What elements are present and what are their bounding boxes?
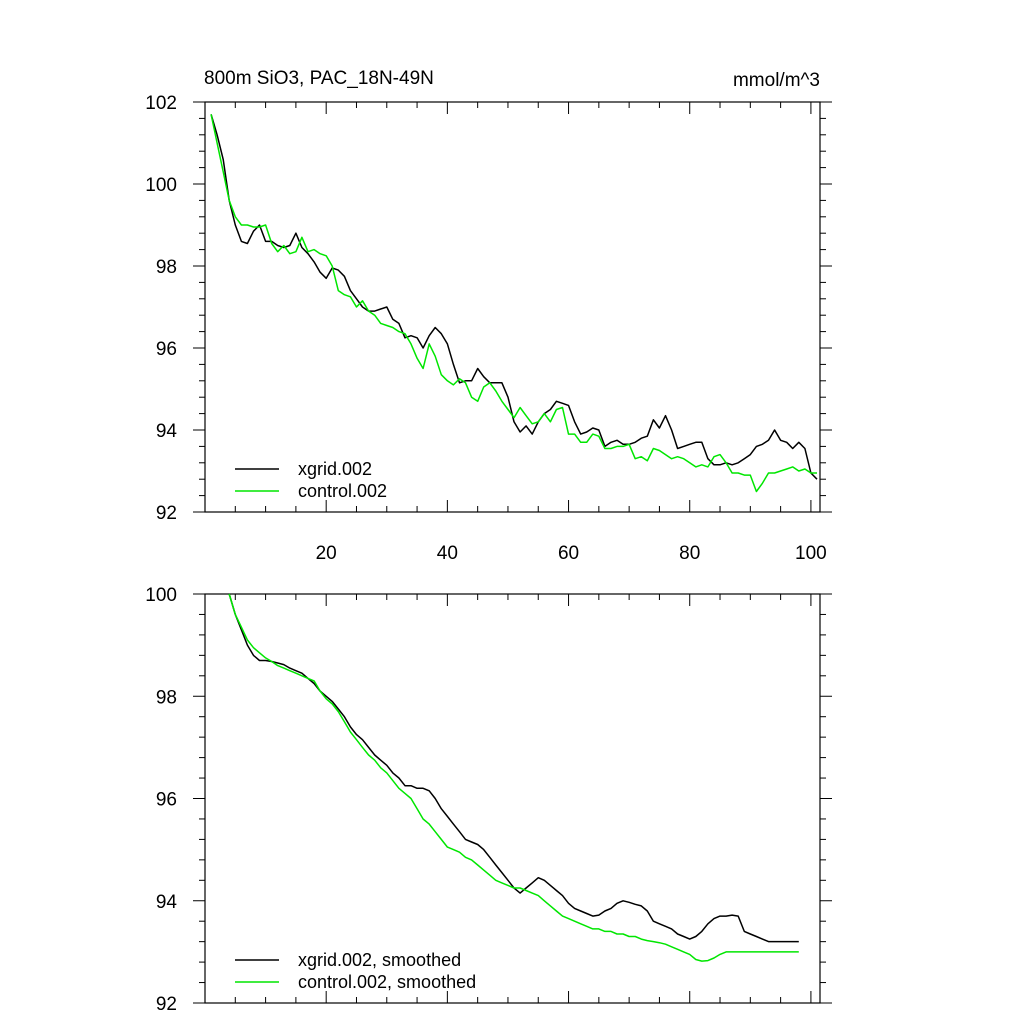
x-tick-label: 20 <box>316 543 337 564</box>
top-panel: 800m SiO3, PAC_18N-49N mmol/m^3 20 40 60 80… <box>145 68 832 564</box>
series-line-xgrid-002 <box>210 114 818 480</box>
y-tick-label: 100 <box>145 585 177 606</box>
x-tick-label: 80 <box>679 543 700 564</box>
y-tick-label: 96 <box>156 790 177 811</box>
y-tick-label: 92 <box>156 994 177 1015</box>
y-tick-label: 96 <box>156 339 177 360</box>
y-tick-label: 98 <box>156 687 177 708</box>
series-line-control-002 <box>210 114 817 493</box>
legend-label: control.002, smoothed <box>298 972 476 992</box>
bottom-panel: 92 94 96 98 100 xgrid.002, smoothedcontrol.0… <box>145 585 832 1015</box>
series-line-control-002-smoothed <box>228 593 799 962</box>
x-tick-label: 60 <box>558 543 579 564</box>
legend-label: xgrid.002, smoothed <box>298 950 461 970</box>
plot-frame <box>204 593 821 1004</box>
legend-label: xgrid.002 <box>298 459 372 479</box>
legend-label: control.002 <box>298 481 387 501</box>
x-tick-label: 100 <box>795 543 827 564</box>
units-label: mmol/m^3 <box>733 70 820 91</box>
y-tick-label: 94 <box>156 421 178 442</box>
x-tick-label: 40 <box>437 543 458 564</box>
series-line-xgrid-002-smoothed <box>228 593 799 943</box>
y-tick-label: 100 <box>145 175 177 196</box>
chart-title: 800m SiO3, PAC_18N-49N <box>204 68 434 89</box>
y-tick-label: 98 <box>156 257 177 278</box>
y-tick-label: 92 <box>156 503 177 524</box>
plot-frame <box>204 101 821 513</box>
y-tick-label: 94 <box>156 892 178 913</box>
y-tick-label: 102 <box>145 93 177 114</box>
